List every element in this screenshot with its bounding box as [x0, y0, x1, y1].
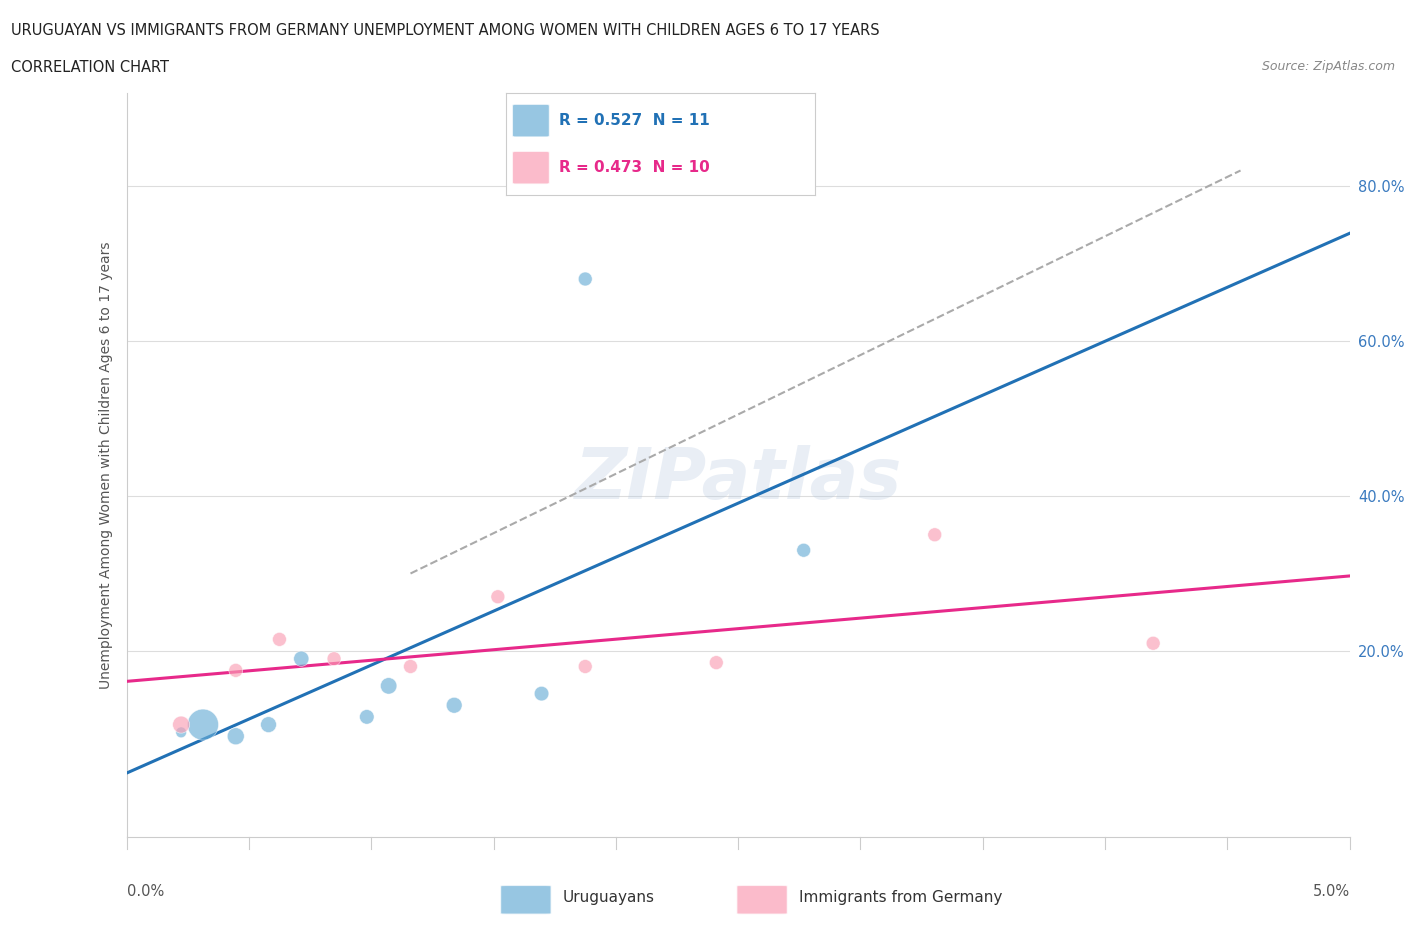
Point — [377, 679, 399, 694]
Point — [323, 651, 346, 666]
Point — [530, 686, 553, 701]
FancyBboxPatch shape — [512, 152, 550, 184]
Point — [170, 725, 193, 740]
Point — [269, 632, 291, 647]
Point — [574, 659, 596, 674]
Text: CORRELATION CHART: CORRELATION CHART — [11, 60, 169, 75]
Text: 5.0%: 5.0% — [1313, 884, 1350, 898]
Point — [225, 663, 247, 678]
Point — [793, 543, 815, 558]
FancyBboxPatch shape — [737, 885, 787, 914]
Point — [257, 717, 280, 732]
Point — [924, 527, 946, 542]
Point — [290, 651, 312, 666]
Point — [225, 729, 247, 744]
Point — [486, 590, 509, 604]
Text: 0.0%: 0.0% — [127, 884, 163, 898]
Text: Source: ZipAtlas.com: Source: ZipAtlas.com — [1261, 60, 1395, 73]
FancyBboxPatch shape — [512, 104, 550, 137]
Point — [574, 272, 596, 286]
Text: URUGUAYAN VS IMMIGRANTS FROM GERMANY UNEMPLOYMENT AMONG WOMEN WITH CHILDREN AGES: URUGUAYAN VS IMMIGRANTS FROM GERMANY UNE… — [11, 23, 880, 38]
FancyBboxPatch shape — [501, 885, 551, 914]
Text: R = 0.473  N = 10: R = 0.473 N = 10 — [558, 160, 710, 175]
Point — [191, 717, 214, 732]
Point — [443, 698, 465, 712]
Point — [356, 710, 378, 724]
Text: Immigrants from Germany: Immigrants from Germany — [799, 890, 1002, 905]
Text: Uruguayans: Uruguayans — [562, 890, 654, 905]
Point — [1142, 636, 1164, 651]
Text: R = 0.527  N = 11: R = 0.527 N = 11 — [558, 113, 710, 128]
Text: ZIPatlas: ZIPatlas — [575, 445, 901, 514]
Point — [399, 659, 422, 674]
Y-axis label: Unemployment Among Women with Children Ages 6 to 17 years: Unemployment Among Women with Children A… — [98, 241, 112, 689]
Point — [170, 717, 193, 732]
Point — [704, 656, 727, 671]
